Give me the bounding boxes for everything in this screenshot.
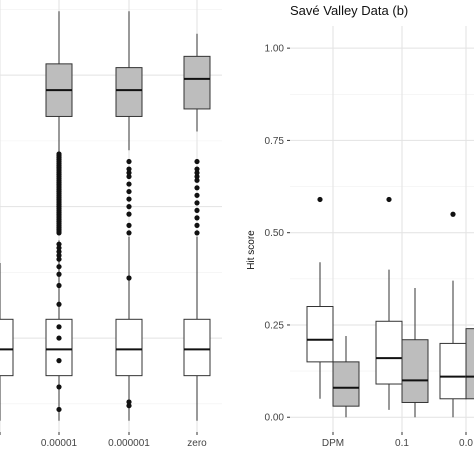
outlier-point bbox=[194, 185, 200, 191]
outlier-point bbox=[126, 204, 132, 210]
panel-a-box bbox=[183, 33, 211, 132]
outlier-point bbox=[56, 256, 62, 262]
outlier-point bbox=[126, 188, 132, 195]
panel-b-box bbox=[332, 336, 360, 418]
outlier-point bbox=[194, 158, 200, 165]
outlier-point bbox=[194, 173, 200, 180]
panel-a-box bbox=[115, 11, 143, 151]
panel-b-y-tick-label: 0.50 bbox=[265, 228, 285, 239]
outlier-point bbox=[386, 196, 392, 203]
outlier-point bbox=[56, 264, 62, 270]
panel-b-box bbox=[306, 196, 334, 399]
outlier-point bbox=[126, 173, 132, 180]
outlier-point bbox=[56, 271, 62, 277]
panel-b-y-tick-label: 0.75 bbox=[265, 136, 285, 147]
outlier-point bbox=[126, 222, 132, 228]
panel-a-x-tick-label: 0.000001 bbox=[108, 438, 150, 449]
box-body bbox=[439, 342, 467, 400]
outlier-point bbox=[56, 151, 62, 157]
outlier-point bbox=[317, 196, 323, 203]
panel-a-box bbox=[0, 262, 14, 421]
outlier-point bbox=[126, 166, 132, 172]
outlier-point bbox=[56, 241, 62, 247]
panel-a-x-tick-label: 0.00001 bbox=[41, 438, 78, 449]
outlier-point bbox=[56, 245, 62, 251]
panel-b-x-tick-label: DPM bbox=[322, 438, 344, 449]
panel-a: 0.00001 0.000001 zero bbox=[0, 0, 222, 449]
outlier-point bbox=[194, 207, 200, 213]
outlier-point bbox=[126, 399, 132, 405]
box-body bbox=[401, 339, 429, 403]
outlier-point bbox=[56, 384, 62, 390]
box-body bbox=[115, 67, 143, 117]
outlier-point bbox=[126, 170, 132, 176]
panel-b-x-tick-label: 0.0 bbox=[459, 438, 473, 449]
outlier-point bbox=[194, 222, 200, 228]
outlier-point bbox=[450, 211, 456, 217]
box-body bbox=[375, 320, 403, 385]
box-body bbox=[183, 318, 211, 377]
outlier-point bbox=[194, 230, 200, 236]
panel-b-y-axis-label: Hit score bbox=[246, 230, 257, 270]
outlier-point bbox=[56, 406, 62, 413]
box-body bbox=[115, 318, 143, 377]
outlier-point bbox=[194, 192, 200, 198]
outlier-point bbox=[126, 275, 132, 281]
outlier-point bbox=[126, 403, 132, 409]
box-body bbox=[332, 361, 360, 407]
panel-a-box bbox=[45, 11, 73, 177]
outlier-point bbox=[56, 358, 62, 364]
panel-b-box bbox=[439, 211, 467, 418]
outlier-point bbox=[194, 170, 200, 176]
panel-b-x-tick-label: 0.1 bbox=[395, 438, 409, 449]
outlier-point bbox=[56, 249, 62, 255]
outlier-point bbox=[194, 177, 200, 183]
panel-b-box bbox=[401, 288, 429, 418]
box-body bbox=[0, 318, 14, 377]
outlier-point bbox=[126, 196, 132, 202]
outlier-point bbox=[126, 230, 132, 236]
panel-b-y-tick-label: 0.00 bbox=[265, 413, 285, 424]
outlier-point bbox=[56, 252, 62, 259]
box-body bbox=[183, 55, 211, 110]
outlier-point bbox=[194, 200, 200, 206]
outlier-point bbox=[56, 282, 62, 289]
box-body bbox=[306, 306, 334, 363]
panel-a-x-tick-label: zero bbox=[187, 438, 207, 449]
outlier-point bbox=[126, 181, 132, 187]
outlier-point bbox=[126, 211, 132, 217]
outlier-point bbox=[194, 166, 200, 172]
panel-b-y-tick-label: 0.25 bbox=[265, 320, 285, 331]
panel-b-y-tick-label: 1.00 bbox=[265, 44, 285, 55]
outlier-point bbox=[194, 215, 200, 221]
panel-b-box bbox=[465, 328, 474, 400]
panel-a-box bbox=[45, 151, 73, 421]
panel-b-title: Savé Valley Data (b) bbox=[290, 3, 408, 18]
box-body bbox=[465, 328, 474, 400]
outlier-point bbox=[56, 301, 62, 307]
panel-a-box bbox=[115, 158, 143, 421]
outlier-point bbox=[126, 158, 132, 165]
outlier-point bbox=[56, 335, 62, 341]
outlier-point bbox=[56, 324, 62, 330]
panel-b-box bbox=[375, 196, 403, 410]
panel-b: 0.00 0.25 0.50 0.75 1.00 DPM 0.1 0.0 Savé Valley… bbox=[246, 3, 474, 449]
panel-a-box bbox=[183, 158, 211, 421]
